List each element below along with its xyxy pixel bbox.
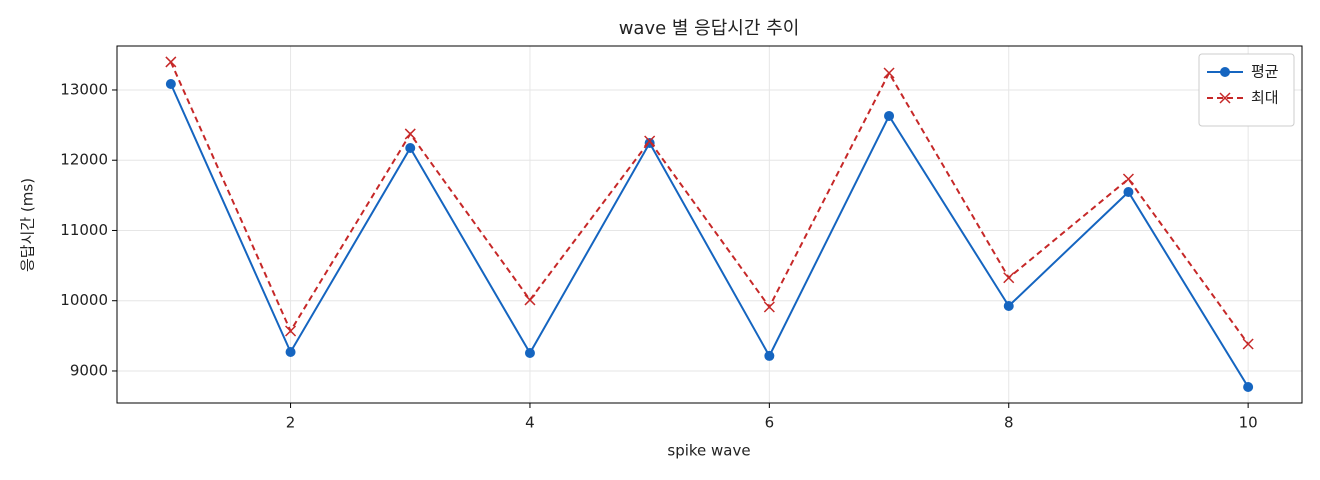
point [165,56,177,68]
legend-label: 평균 [1251,63,1279,81]
point [1242,338,1254,350]
legend-marker [1219,92,1231,104]
y-tick-label: 13000 [60,80,108,98]
y-tick-label: 9000 [70,361,108,379]
x-tick-label: 10 [1239,414,1258,432]
point [405,143,416,153]
x-tick-label: 2 [286,414,296,432]
legend-marker [1220,67,1230,77]
point [1243,381,1254,392]
point [524,347,535,358]
line [169,83,1249,388]
point [1003,272,1015,284]
point [1123,186,1134,197]
point [884,110,895,121]
legend-label: 최대 [1251,89,1279,107]
y-tick-label: 12000 [60,151,108,169]
legend-box [1198,53,1295,127]
line [169,61,1249,345]
y-tick-label: 11000 [60,221,108,239]
point [1003,300,1014,311]
y-axis-label: 응답시간 (ms) [19,178,37,272]
y-tick-label: 10000 [60,291,108,309]
point [524,294,536,306]
plot-frame [116,45,1303,404]
point [764,350,775,361]
x-tick-label: 8 [1004,414,1014,432]
point [1122,173,1134,185]
point [285,325,297,337]
point [644,135,656,147]
point [165,79,176,90]
point [285,347,296,357]
point [763,301,775,313]
point [883,67,895,79]
x-tick-label: 6 [765,414,775,432]
x-axis-label: spike wave [667,442,750,460]
x-tick-label: 4 [525,414,535,432]
chart-title: wave 별 응답시간 추이 [619,18,800,39]
point [404,128,416,140]
